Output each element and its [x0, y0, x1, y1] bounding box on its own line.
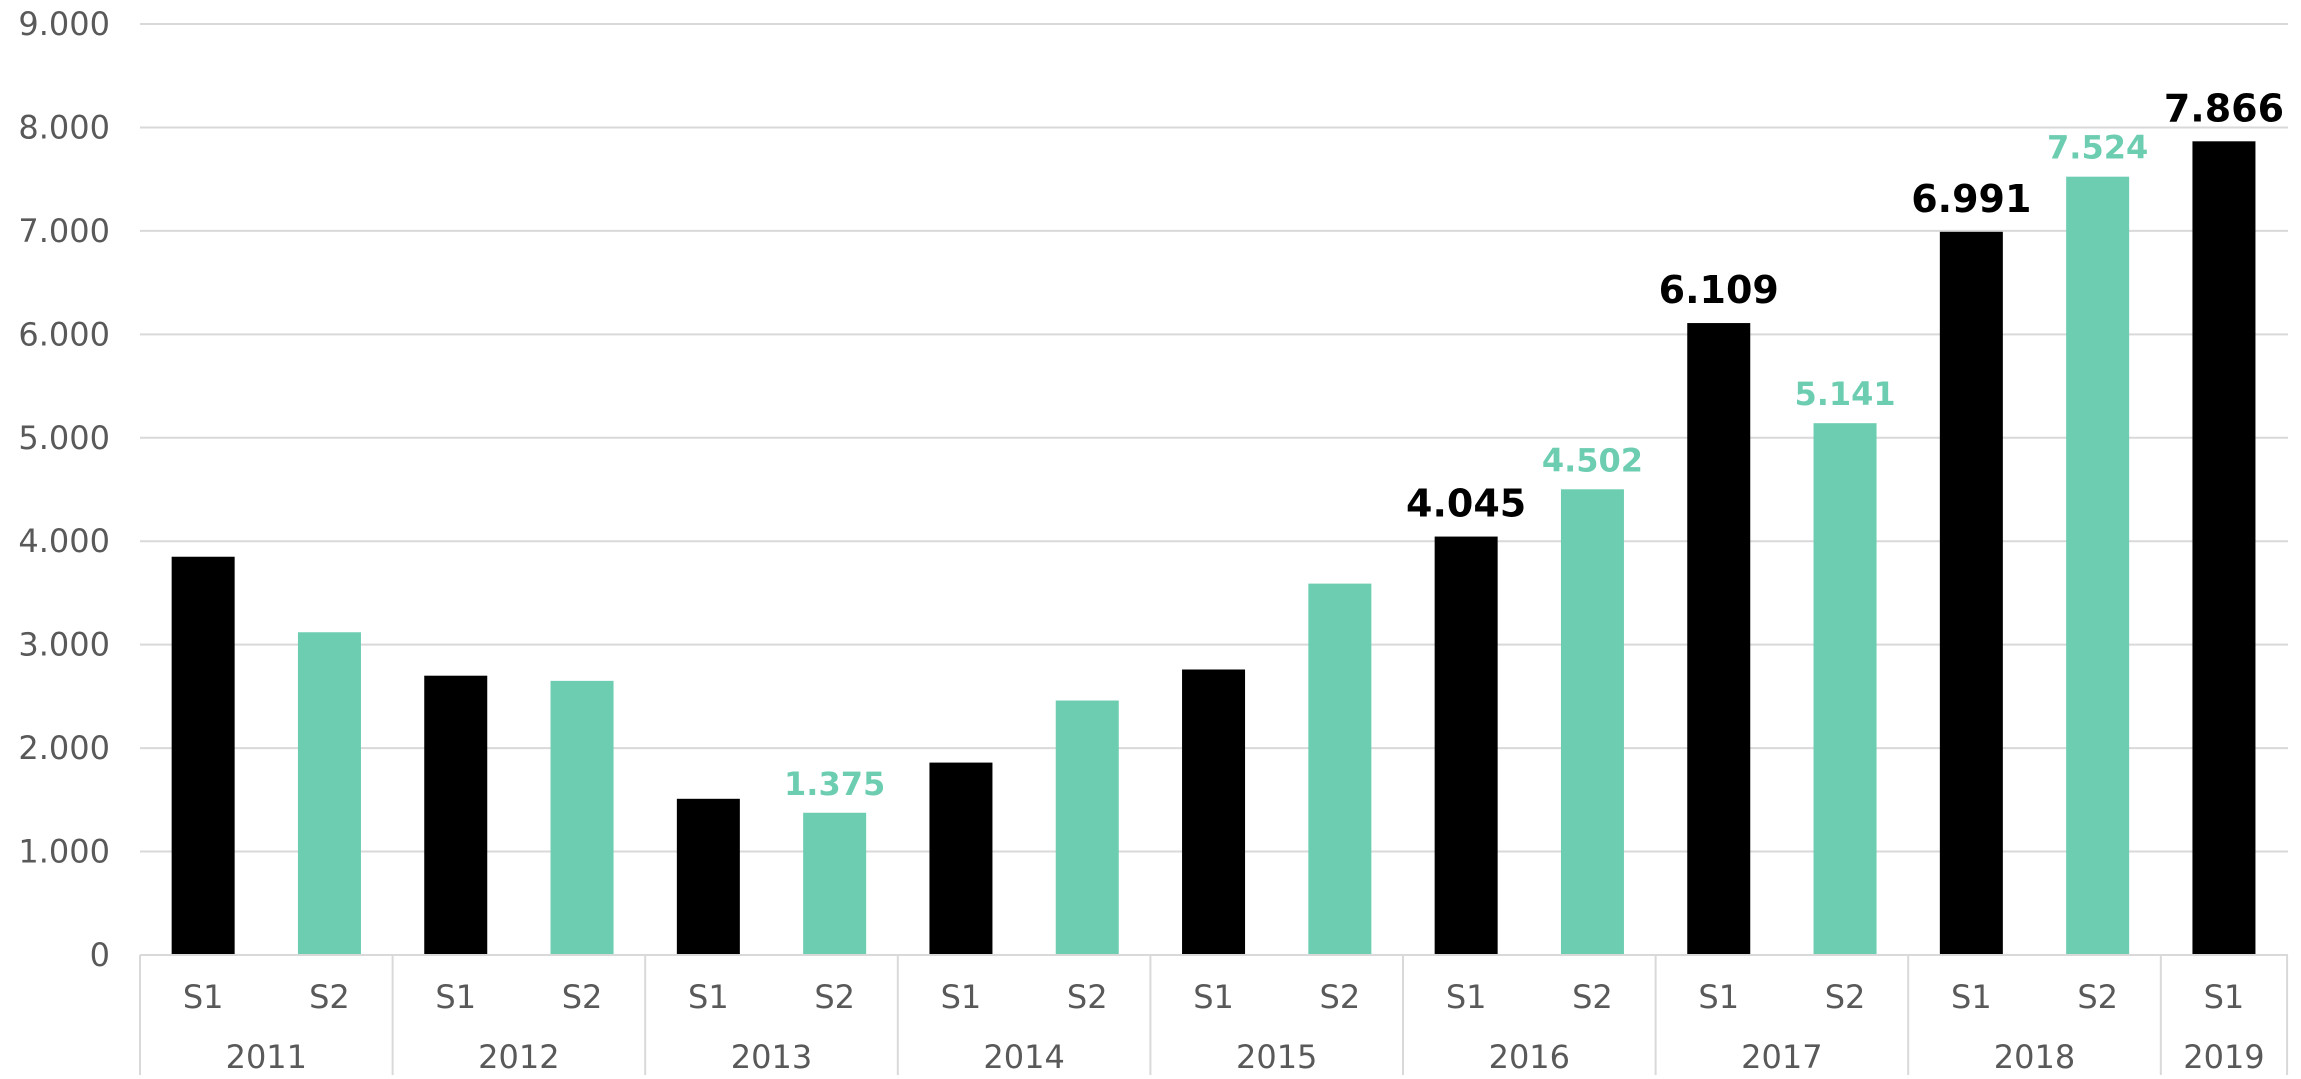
- x-tick-label-half: S1: [1698, 978, 1739, 1016]
- x-tick-label-half: S2: [814, 978, 855, 1016]
- y-tick-label: 1.000: [18, 833, 110, 871]
- x-tick-label-year: 2017: [1741, 1038, 1822, 1075]
- bar-2015-s2[interactable]: [1308, 583, 1372, 955]
- x-tick-label-half: S1: [688, 978, 729, 1016]
- bar-2015-s1[interactable]: [1182, 669, 1246, 955]
- y-tick-label: 7.000: [18, 212, 110, 250]
- x-tick-label-half: S2: [562, 978, 603, 1016]
- bar-2011-s2[interactable]: [297, 632, 361, 955]
- x-tick-label-half: S1: [435, 978, 476, 1016]
- bar-2019-s1[interactable]: [2192, 141, 2256, 955]
- x-tick-label-half: S1: [1193, 978, 1234, 1016]
- data-label: 4.045: [1406, 482, 1526, 526]
- data-label: 6.991: [1911, 177, 2031, 221]
- bar-2016-s1[interactable]: [1434, 536, 1498, 955]
- y-tick-label: 8.000: [18, 108, 110, 146]
- bar-2018-s2[interactable]: [2066, 176, 2130, 955]
- x-tick-label-half: S1: [941, 978, 982, 1016]
- x-tick-label-year: 2014: [983, 1038, 1064, 1075]
- data-label: 4.502: [1542, 441, 1643, 479]
- data-label: 7.524: [2047, 129, 2148, 167]
- y-tick-label: 0: [90, 936, 110, 974]
- x-tick-label-year: 2013: [731, 1038, 812, 1075]
- x-tick-label-year: 2016: [1489, 1038, 1570, 1075]
- x-tick-label-half: S2: [1572, 978, 1613, 1016]
- x-tick-label-half: S1: [183, 978, 224, 1016]
- bar-2012-s2[interactable]: [550, 680, 614, 955]
- y-tick-label: 9.000: [18, 5, 110, 43]
- bar-2014-s2[interactable]: [1055, 700, 1119, 955]
- y-tick-label: 6.000: [18, 315, 110, 353]
- x-tick-label-half: S1: [1951, 978, 1992, 1016]
- bar-2012-s1[interactable]: [424, 675, 488, 955]
- data-label: 5.141: [1794, 375, 1895, 413]
- bar-2017-s2[interactable]: [1813, 423, 1877, 955]
- x-tick-label-half: S2: [1320, 978, 1361, 1016]
- bar-2011-s1[interactable]: [171, 556, 235, 955]
- bar-2014-s1[interactable]: [929, 762, 993, 955]
- data-label: 6.109: [1659, 268, 1779, 312]
- x-tick-label-half: S2: [309, 978, 350, 1016]
- x-tick-label-half: S1: [1446, 978, 1487, 1016]
- x-tick-label-half: S1: [2204, 978, 2245, 1016]
- bar-2017-s1[interactable]: [1687, 323, 1751, 956]
- bar-2013-s1[interactable]: [676, 798, 740, 955]
- x-tick-label-year: 2012: [478, 1038, 559, 1075]
- bar-2016-s2[interactable]: [1560, 489, 1624, 955]
- data-label: 7.866: [2164, 86, 2284, 130]
- y-tick-label: 3.000: [18, 626, 110, 664]
- x-tick-label-year: 2015: [1236, 1038, 1317, 1075]
- x-tick-label-half: S2: [1825, 978, 1866, 1016]
- data-label: 1.375: [784, 765, 885, 803]
- x-tick-label-half: S2: [1067, 978, 1108, 1016]
- bar-2013-s2[interactable]: [803, 812, 867, 955]
- x-tick-label-half: S2: [2077, 978, 2118, 1016]
- y-tick-label: 5.000: [18, 419, 110, 457]
- x-tick-label-year: 2019: [2183, 1038, 2264, 1075]
- x-tick-label-year: 2011: [226, 1038, 307, 1075]
- x-tick-label-year: 2018: [1994, 1038, 2075, 1075]
- bar-2018-s1[interactable]: [1939, 231, 2003, 955]
- y-tick-label: 4.000: [18, 522, 110, 560]
- y-tick-label: 2.000: [18, 729, 110, 767]
